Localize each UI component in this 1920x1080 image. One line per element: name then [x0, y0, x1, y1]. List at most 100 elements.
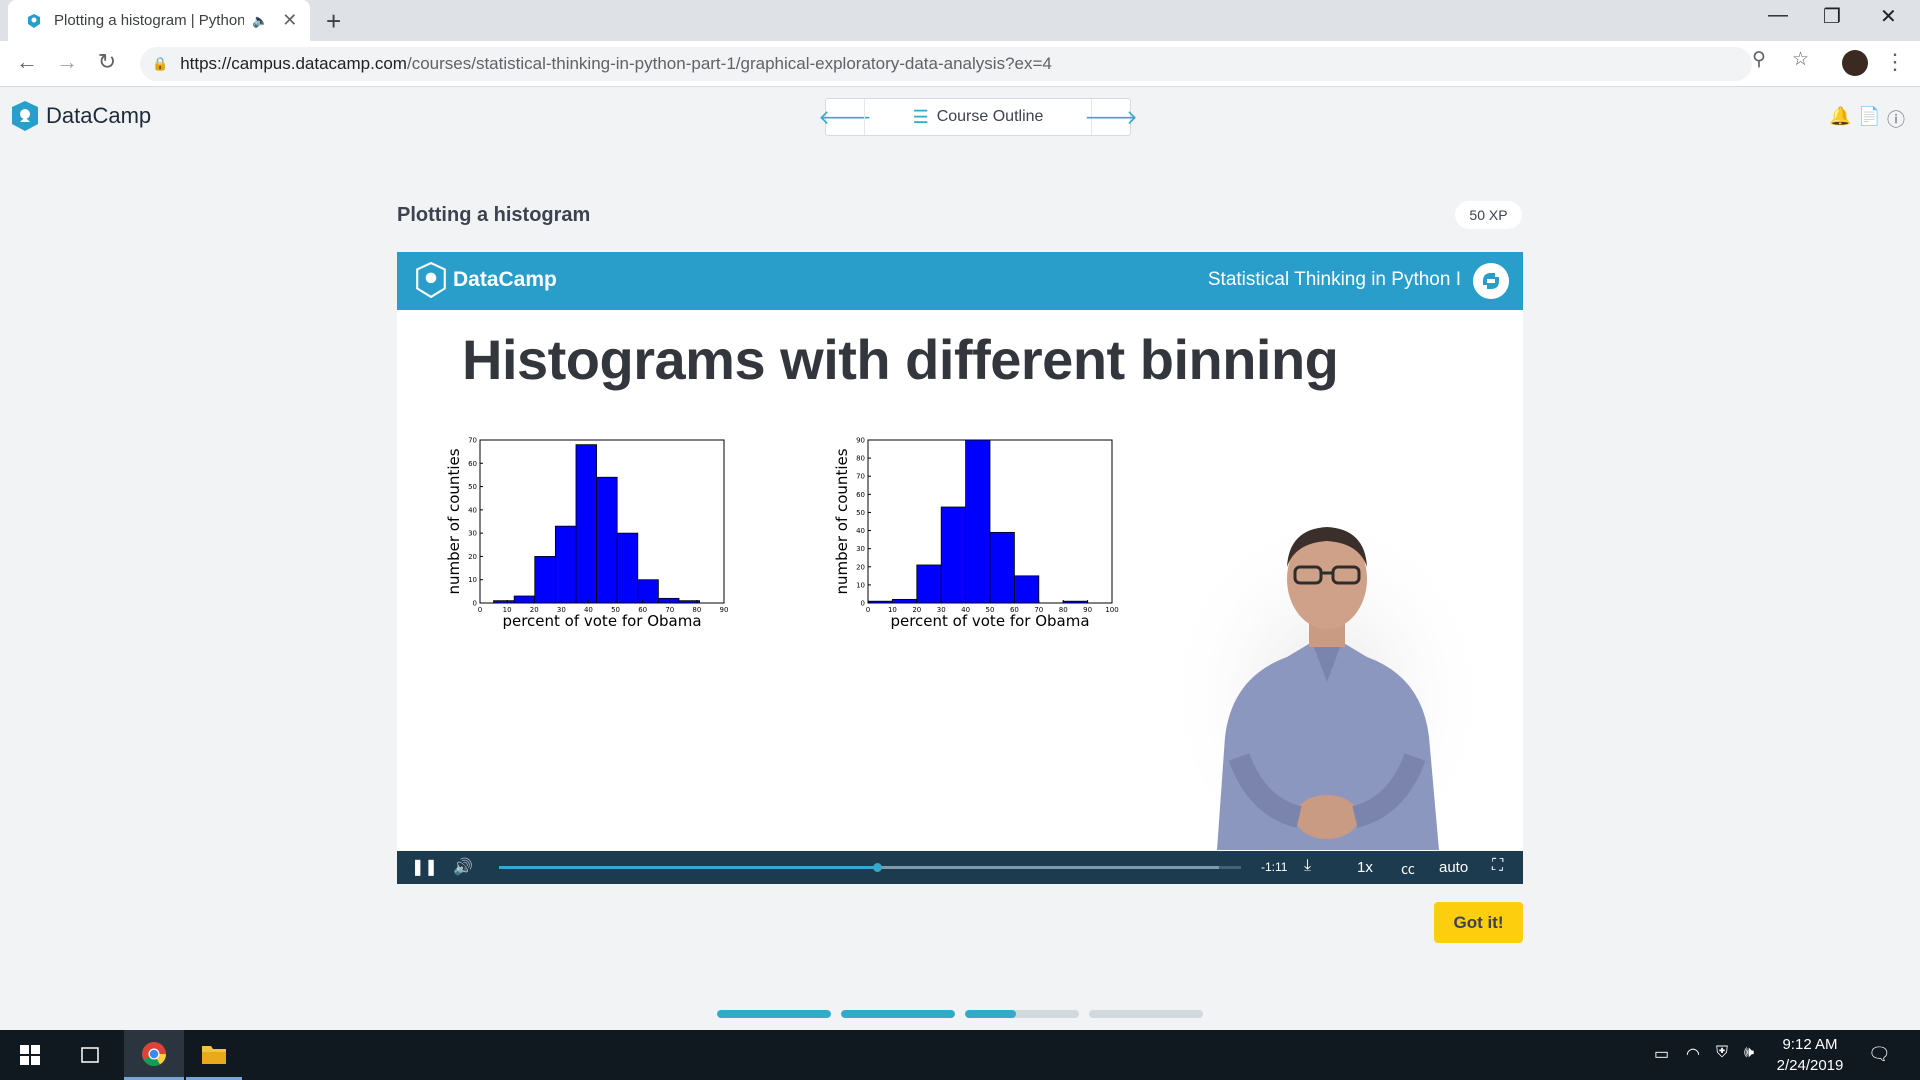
hamburger-icon: ☰ [912, 106, 929, 127]
speaker-icon[interactable]: 🕪 [1744, 1044, 1755, 1061]
x-tick-label: 50 [611, 606, 620, 614]
taskbar-file-explorer[interactable] [186, 1030, 242, 1080]
datacamp-logo-icon [12, 101, 38, 131]
previous-exercise-button[interactable]: 🡐 [818, 106, 872, 129]
x-tick-label: 80 [1059, 606, 1068, 614]
x-axis-label: percent of vote for Obama [502, 612, 701, 630]
action-center-icon[interactable]: 🗨 [1868, 1044, 1891, 1064]
video-time-remaining: -1:11 [1261, 860, 1288, 874]
histogram-bar [1062, 600, 1088, 604]
close-window-icon[interactable]: ✕ [1880, 6, 1897, 28]
playback-speed-button[interactable]: 1x [1357, 859, 1373, 876]
x-tick-label: 70 [1034, 606, 1043, 614]
bookmark-star-icon[interactable]: ☆ [1792, 49, 1810, 70]
restore-icon[interactable]: ❐ [1823, 6, 1841, 28]
x-axis-label: percent of vote for Obama [890, 612, 1089, 630]
histogram-bar [657, 597, 680, 604]
course-outline-nav: 🡐 ☰ Course Outline 🡒 [818, 98, 1138, 136]
x-tick-label: 20 [912, 606, 921, 614]
y-tick-label: 20 [856, 563, 865, 571]
step-bar-4[interactable] [1089, 1010, 1203, 1018]
tab-audio-icon[interactable]: 🔈 [252, 12, 269, 28]
captions-icon[interactable]: ㏄ [1401, 861, 1415, 877]
x-tick-label: 20 [530, 606, 539, 614]
x-tick-label: 100 [1105, 606, 1118, 614]
browser-toolbar: ← → ↻ 🔒 https://campus.datacamp.com/cour… [0, 41, 1920, 87]
task-view-button[interactable] [64, 1030, 116, 1080]
chrome-menu-icon[interactable]: ⋮ [1884, 49, 1906, 74]
video-course-name: Statistical Thinking in Python I [1207, 269, 1461, 290]
datacamp-logo[interactable]: DataCamp [10, 100, 151, 132]
next-exercise-button[interactable]: 🡒 [1084, 106, 1138, 129]
security-shield-icon[interactable]: ⛨ [1716, 1044, 1729, 1061]
got-it-button[interactable]: Got it! [1434, 902, 1523, 943]
clock-time: 9:12 AM [1782, 1036, 1838, 1053]
video-logo-text: DataCamp [453, 268, 557, 291]
y-tick-label: 50 [468, 483, 477, 491]
y-axis-label: number of counties [447, 448, 463, 594]
wifi-icon[interactable]: ◠ [1686, 1046, 1700, 1063]
course-outline-button[interactable]: ☰ Course Outline [864, 99, 1092, 135]
volume-icon[interactable]: 🔊 [453, 859, 473, 876]
tab-close-icon[interactable]: ✕ [282, 10, 298, 30]
profile-avatar[interactable] [1842, 50, 1868, 76]
new-tab-button[interactable]: + [326, 6, 342, 36]
fullscreen-icon[interactable]: ⛶ [1492, 857, 1504, 874]
download-icon[interactable]: ⤓ [1304, 857, 1312, 874]
x-tick-label: 80 [692, 606, 701, 614]
clock-date: 2/24/2019 [1776, 1057, 1844, 1074]
y-tick-label: 20 [468, 553, 477, 561]
x-tick-label: 0 [478, 606, 482, 614]
video-progress-bar[interactable] [499, 863, 1241, 872]
video-player[interactable]: DataCamp Statistical Thinking in Python … [397, 252, 1523, 884]
histogram-bar [513, 595, 536, 604]
browser-tab[interactable]: Plotting a histogram | Python 🔈 ✕ [8, 0, 310, 41]
taskbar-chrome[interactable] [124, 1030, 184, 1080]
x-tick-label: 30 [557, 606, 566, 614]
minimize-icon[interactable]: — [1768, 4, 1788, 26]
y-tick-label: 60 [856, 491, 865, 499]
video-slide-header: DataCamp Statistical Thinking in Python … [397, 252, 1523, 310]
folder-icon [202, 1045, 226, 1064]
histogram-bar [678, 600, 701, 604]
step-bar-1[interactable] [717, 1010, 831, 1018]
notification-bell-icon[interactable]: 🔔 [1829, 106, 1852, 126]
step-bar-2[interactable] [841, 1010, 955, 1018]
x-tick-label: 40 [584, 606, 593, 614]
histogram-chart-left: 0 10 20 30 40 50 60 70 80 90010203040506070percen… [447, 437, 728, 631]
exercise-title: Plotting a histogram [397, 204, 591, 226]
y-tick-label: 30 [468, 530, 477, 538]
y-tick-label: 10 [856, 581, 865, 589]
forward-icon[interactable]: → [56, 49, 78, 74]
histogram-bar [867, 600, 893, 604]
back-icon[interactable]: ← [16, 49, 38, 74]
step-bar-1-fill [717, 1010, 831, 1018]
browser-tab-strip: Plotting a histogram | Python 🔈 ✕ + — ❐ … [0, 0, 1920, 41]
xp-badge: 50 XP [1455, 201, 1522, 229]
step-bar-3[interactable] [965, 1010, 1079, 1018]
y-tick-label: 50 [856, 509, 865, 517]
quality-button[interactable]: auto [1439, 859, 1469, 876]
lock-icon[interactable]: 🔒 [152, 56, 169, 71]
video-scrubber-handle[interactable] [873, 863, 883, 872]
battery-icon[interactable]: ▭ [1654, 1046, 1670, 1063]
histogram-bar [534, 556, 556, 604]
start-button[interactable] [0, 1030, 60, 1080]
report-issue-icon[interactable]: ⓘ [1887, 110, 1905, 130]
windows-logo-icon [20, 1045, 40, 1065]
datacamp-favicon-icon [28, 13, 40, 28]
step-bar-3-fill [965, 1010, 1017, 1018]
reload-icon[interactable]: ↻ [97, 49, 117, 74]
histogram-bar [575, 444, 597, 604]
y-tick-label: 70 [856, 473, 865, 481]
address-bar[interactable]: 🔒 https://campus.datacamp.com/courses/st… [140, 47, 1752, 81]
y-tick-label: 80 [856, 455, 865, 463]
y-tick-label: 70 [468, 437, 477, 445]
pause-icon[interactable]: ❚❚ [411, 859, 438, 876]
pdf-slides-icon[interactable]: 📄 [1858, 106, 1881, 126]
system-clock[interactable]: 9:12 AM 2/24/2019 [1770, 1034, 1850, 1076]
zoom-icon[interactable]: ⚲ [1752, 49, 1766, 70]
histogram-bar [916, 564, 942, 604]
y-tick-label: 0 [473, 600, 477, 608]
y-tick-label: 10 [468, 576, 477, 584]
